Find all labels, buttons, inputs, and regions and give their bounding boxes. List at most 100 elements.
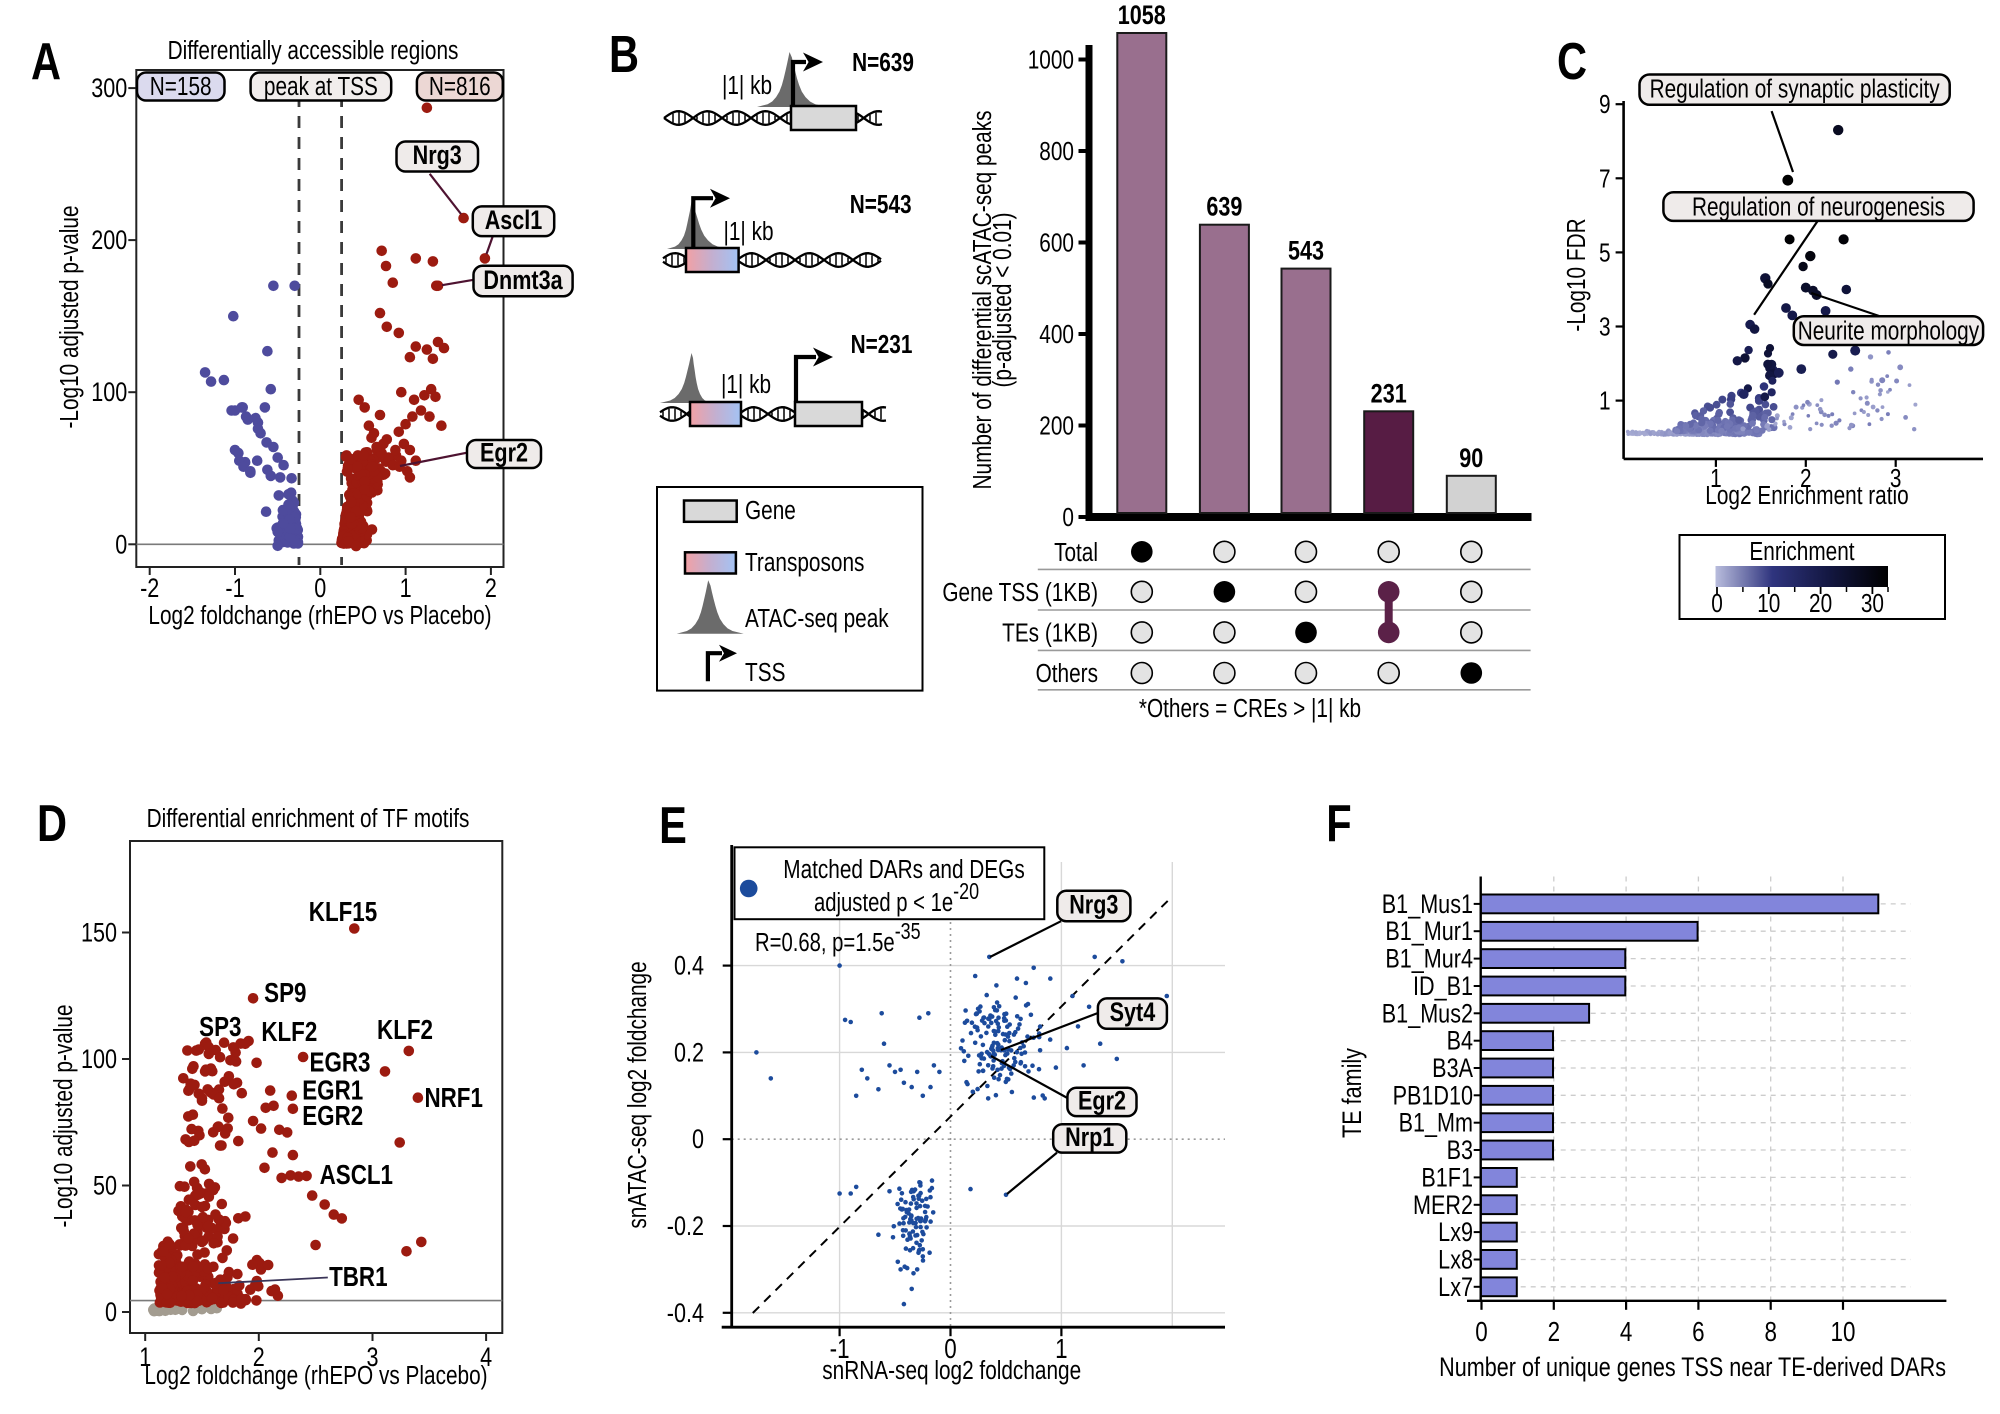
svg-text:MER2: MER2 xyxy=(1413,1191,1473,1221)
svg-text:N=543: N=543 xyxy=(850,190,912,219)
svg-text:Enrichment: Enrichment xyxy=(1749,537,1855,566)
svg-text:400: 400 xyxy=(1039,320,1074,349)
svg-text:0: 0 xyxy=(314,574,326,604)
svg-text:-1: -1 xyxy=(830,1334,850,1365)
svg-text:Total: Total xyxy=(1054,538,1098,567)
svg-text:2: 2 xyxy=(253,1343,265,1373)
svg-text:A: A xyxy=(31,32,61,91)
svg-text:Log2 foldchange (rhEPO vs Plac: Log2 foldchange (rhEPO vs Placebo) xyxy=(144,1361,487,1390)
svg-text:2: 2 xyxy=(1800,464,1812,493)
svg-text:SP3: SP3 xyxy=(199,1012,241,1043)
svg-text:8: 8 xyxy=(1764,1317,1776,1348)
svg-text:0: 0 xyxy=(1475,1317,1487,1348)
svg-text:F: F xyxy=(1326,794,1351,853)
svg-text:|1| kb: |1| kb xyxy=(722,71,772,100)
svg-text:1: 1 xyxy=(139,1343,151,1373)
svg-text:PB1D10: PB1D10 xyxy=(1393,1081,1473,1111)
svg-text:B4: B4 xyxy=(1447,1027,1473,1057)
svg-text:Differential enrichment of TF: Differential enrichment of TF motifs xyxy=(147,804,470,833)
svg-text:Lx7: Lx7 xyxy=(1438,1273,1473,1303)
svg-text:1: 1 xyxy=(1055,1334,1067,1365)
svg-text:639: 639 xyxy=(1206,193,1242,223)
svg-text:200: 200 xyxy=(1039,411,1074,440)
svg-text:Syt4: Syt4 xyxy=(1110,998,1156,1028)
svg-text:3: 3 xyxy=(1599,312,1611,341)
svg-text:Lx9: Lx9 xyxy=(1438,1218,1473,1248)
svg-text:SP9: SP9 xyxy=(264,978,306,1009)
svg-text:Log2 foldchange (rhEPO vs Plac: Log2 foldchange (rhEPO vs Placebo) xyxy=(148,601,491,630)
svg-text:150: 150 xyxy=(81,918,117,948)
svg-text:Neurite morphology: Neurite morphology xyxy=(1798,316,1980,345)
svg-text:300: 300 xyxy=(91,74,127,104)
svg-text:7: 7 xyxy=(1599,164,1611,193)
svg-text:Matched DARs and DEGs: Matched DARs and DEGs xyxy=(783,855,1024,884)
svg-text:Egr2: Egr2 xyxy=(480,438,528,468)
svg-text:0.2: 0.2 xyxy=(674,1038,704,1068)
svg-text:E: E xyxy=(659,796,687,855)
svg-text:B3A: B3A xyxy=(1432,1054,1473,1084)
svg-text:D: D xyxy=(37,794,67,853)
svg-text:100: 100 xyxy=(91,378,127,408)
svg-text:600: 600 xyxy=(1039,228,1074,257)
svg-text:30: 30 xyxy=(1861,589,1884,618)
svg-text:B1F1: B1F1 xyxy=(1421,1163,1473,1193)
svg-text:EGR1: EGR1 xyxy=(302,1075,363,1106)
svg-text:1: 1 xyxy=(1710,464,1722,493)
svg-text:B1_Mur4: B1_Mur4 xyxy=(1385,944,1473,974)
svg-text:KLF2: KLF2 xyxy=(377,1015,433,1046)
svg-text:N=639: N=639 xyxy=(852,48,914,77)
svg-text:C: C xyxy=(1557,32,1587,91)
svg-text:Number of unique genes TSS nea: Number of unique genes TSS near TE-deriv… xyxy=(1439,1353,1946,1383)
svg-text:KLF15: KLF15 xyxy=(309,897,377,928)
svg-text:543: 543 xyxy=(1288,236,1324,266)
svg-text:800: 800 xyxy=(1039,137,1074,166)
svg-text:EGR2: EGR2 xyxy=(302,1101,363,1132)
svg-text:1: 1 xyxy=(400,574,412,604)
svg-text:ID_B1: ID_B1 xyxy=(1413,972,1473,1002)
svg-text:TEs (1KB): TEs (1KB) xyxy=(1002,618,1098,647)
svg-text:5: 5 xyxy=(1599,238,1611,267)
svg-text:-Log10 adjusted p-value: -Log10 adjusted p-value xyxy=(55,205,84,428)
svg-text:NRF1: NRF1 xyxy=(424,1083,482,1114)
svg-text:3: 3 xyxy=(1890,464,1902,493)
svg-text:B1_Mus2: B1_Mus2 xyxy=(1382,999,1473,1029)
svg-text:snATAC-seq log2 foldchange: snATAC-seq log2 foldchange xyxy=(623,961,652,1228)
svg-text:0: 0 xyxy=(105,1298,117,1328)
svg-text:TE family: TE family xyxy=(1338,1047,1368,1138)
svg-text:0: 0 xyxy=(1062,503,1074,532)
svg-text:-0.2: -0.2 xyxy=(667,1212,704,1242)
svg-text:B1_Mur1: B1_Mur1 xyxy=(1385,917,1473,947)
svg-text:Nrg3: Nrg3 xyxy=(1069,890,1118,920)
svg-text:TBR1: TBR1 xyxy=(329,1262,387,1293)
svg-text:Lx8: Lx8 xyxy=(1438,1245,1473,1275)
svg-text:N=816: N=816 xyxy=(429,72,491,101)
svg-text:4: 4 xyxy=(1620,1317,1632,1348)
svg-text:-0.4: -0.4 xyxy=(667,1299,704,1329)
svg-text:N=231: N=231 xyxy=(851,330,913,359)
svg-text:-1: -1 xyxy=(225,574,244,604)
svg-text:peak at TSS: peak at TSS xyxy=(264,72,378,101)
svg-text:1: 1 xyxy=(1599,386,1611,415)
svg-text:10: 10 xyxy=(1831,1317,1856,1348)
svg-text:B1_Mm: B1_Mm xyxy=(1399,1109,1473,1139)
svg-text:2: 2 xyxy=(485,574,497,604)
svg-text:ASCL1: ASCL1 xyxy=(320,1160,393,1191)
svg-text:10: 10 xyxy=(1757,589,1780,618)
svg-text:Log2 Enrichment ratio: Log2 Enrichment ratio xyxy=(1705,481,1908,510)
svg-text:Dnmt3a: Dnmt3a xyxy=(483,266,563,296)
svg-text:0: 0 xyxy=(692,1125,704,1155)
svg-text:Number of differential scATAC-: Number of differential scATAC-seq peaks xyxy=(968,111,997,490)
svg-text:0: 0 xyxy=(115,530,127,560)
svg-text:Differentially accessible regi: Differentially accessible regions xyxy=(168,36,459,65)
svg-text:ATAC-seq peak: ATAC-seq peak xyxy=(745,604,889,633)
svg-text:-Log10 adjusted p-value: -Log10 adjusted p-value xyxy=(49,1004,78,1227)
svg-text:N=158: N=158 xyxy=(150,72,212,101)
svg-text:1058: 1058 xyxy=(1118,1,1166,31)
svg-text:2: 2 xyxy=(1548,1317,1560,1348)
svg-text:Gene TSS (1KB): Gene TSS (1KB) xyxy=(942,578,1098,607)
svg-text:(p-adjusted < 0.01): (p-adjusted < 0.01) xyxy=(988,212,1017,387)
svg-text:B3: B3 xyxy=(1447,1136,1473,1166)
svg-text:|1| kb: |1| kb xyxy=(721,370,771,399)
svg-text:B1_Mus1: B1_Mus1 xyxy=(1382,890,1473,920)
svg-text:200: 200 xyxy=(91,226,127,256)
